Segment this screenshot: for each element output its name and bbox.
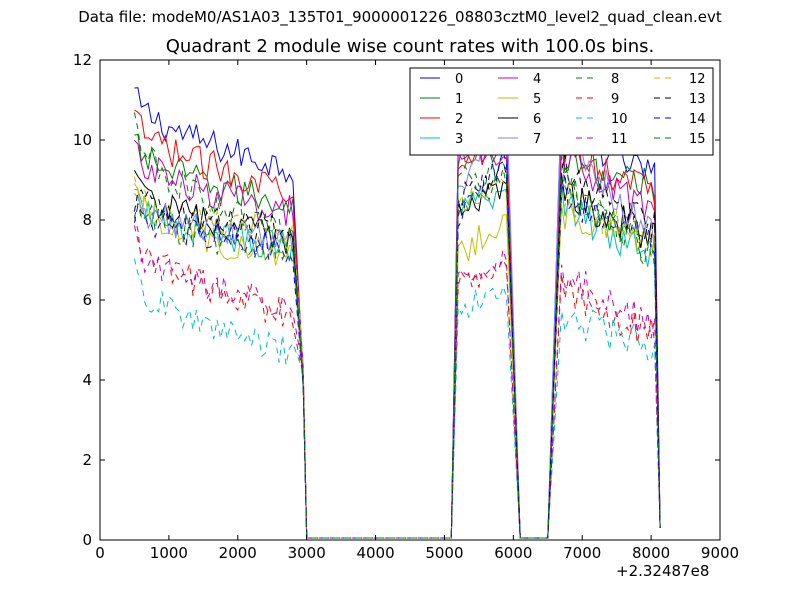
- x-tick-label: 7000: [563, 544, 601, 562]
- legend-label-1: 1: [455, 92, 463, 107]
- y-tick-label: 4: [82, 371, 92, 389]
- y-tick-label: 8: [82, 211, 92, 229]
- x-tick-label: 0: [95, 544, 105, 562]
- legend-label-2: 2: [455, 112, 463, 127]
- legend-label-7: 7: [533, 132, 541, 147]
- legend-label-13: 13: [689, 92, 706, 107]
- legend-label-5: 5: [533, 92, 541, 107]
- y-tick-label: 2: [82, 451, 92, 469]
- legend-label-4: 4: [533, 72, 541, 87]
- legend-label-3: 3: [455, 132, 463, 147]
- x-tick-label: 3000: [288, 544, 326, 562]
- x-tick-label: 4000: [356, 544, 394, 562]
- x-tick-label: 2000: [219, 544, 257, 562]
- legend-label-10: 10: [611, 112, 628, 127]
- y-tick-label: 6: [82, 291, 92, 309]
- axis-ticks: 0 1000 2000 3000 4000 5000 6000 7000 8000 9000 0 2 4…: [73, 51, 739, 562]
- x-tick-label: 1000: [150, 544, 188, 562]
- series-lines: [133, 87, 661, 539]
- legend-label-11: 11: [611, 132, 628, 147]
- x-tick-label: 9000: [701, 544, 739, 562]
- suptitle: Data file: modeM0/AS1A03_135T01_90000012…: [78, 8, 722, 26]
- legend-box: [409, 67, 714, 156]
- legend-label-15: 15: [689, 132, 706, 147]
- y-tick-label: 0: [82, 531, 92, 549]
- series-8-line: [133, 112, 661, 539]
- x-tick-label: 8000: [632, 544, 670, 562]
- series-15-line: [133, 164, 661, 539]
- legend-label-14: 14: [689, 112, 706, 127]
- chart-title: Quadrant 2 module wise count rates with …: [165, 36, 655, 57]
- legend-label-0: 0: [455, 72, 463, 87]
- legend-label-8: 8: [611, 72, 619, 87]
- series-13-line: [133, 154, 661, 539]
- legend-label-6: 6: [533, 112, 541, 127]
- x-tick-label: 5000: [425, 544, 463, 562]
- legend-label-12: 12: [689, 72, 706, 87]
- x-axis-offset-label: +2.32487e8: [616, 562, 710, 580]
- y-tick-label: 10: [73, 131, 92, 149]
- x-tick-label: 6000: [494, 544, 532, 562]
- series-14-line: [133, 150, 661, 539]
- legend-label-9: 9: [611, 92, 619, 107]
- y-tick-label: 12: [73, 51, 92, 69]
